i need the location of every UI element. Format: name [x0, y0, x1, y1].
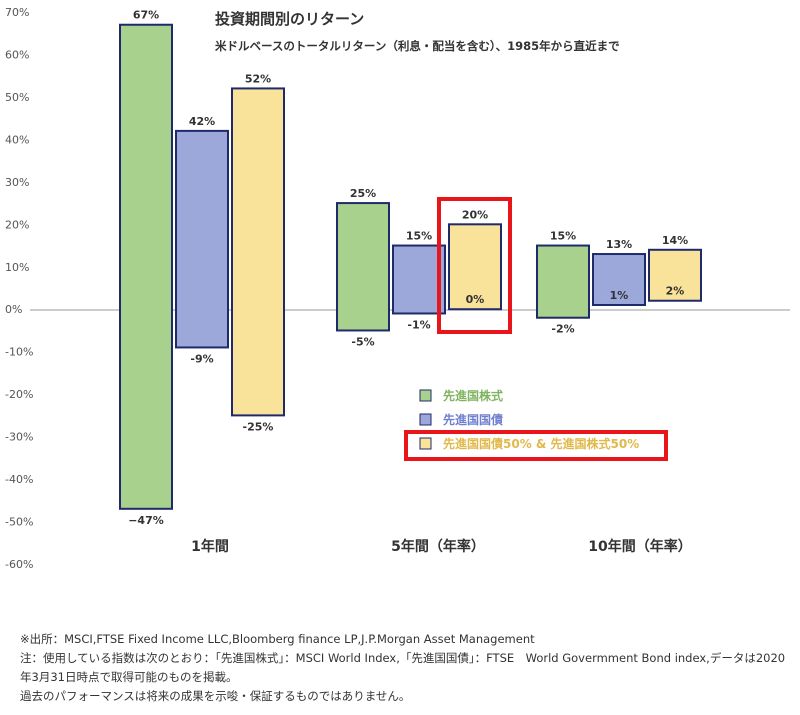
- y-tick-label: -30%: [5, 431, 33, 444]
- bar: [648, 248, 702, 302]
- bar-high-label: 20%: [462, 208, 488, 221]
- y-tick-label: 10%: [5, 261, 29, 274]
- bar-high-label: 52%: [245, 72, 271, 85]
- category-label: 10年間（年率）: [588, 538, 691, 555]
- y-tick-label: -20%: [5, 388, 33, 401]
- bar-low-label: -1%: [407, 318, 430, 331]
- legend-label: 先進国株式: [443, 388, 503, 403]
- bar-high-label: 15%: [550, 230, 576, 243]
- y-tick-label: 50%: [5, 91, 29, 104]
- bar-high-label: 42%: [189, 115, 215, 128]
- legend-label: 先進国国債50% & 先進国株式50%: [443, 436, 639, 451]
- bar-high-label: 13%: [606, 238, 632, 251]
- bar: [448, 223, 502, 311]
- y-tick-label: -60%: [5, 558, 33, 571]
- category-labels: 1年間 5年間（年率） 10年間（年率）: [191, 538, 692, 555]
- bar-low-label: −47%: [128, 514, 164, 527]
- legend-swatch: [419, 389, 432, 402]
- bar-high-label: 67%: [133, 9, 159, 22]
- highlight-box-legend-mix: [404, 430, 668, 461]
- bar-high-label: 25%: [350, 187, 376, 200]
- category-label: 1年間: [191, 538, 229, 555]
- bar-low-label: 2%: [666, 285, 685, 298]
- legend-swatch: [419, 437, 432, 450]
- highlight-box-5yr-mix: [437, 197, 512, 334]
- y-tick-label: -40%: [5, 473, 33, 486]
- bar-low-label: 0%: [466, 293, 485, 306]
- bar-low-label: 1%: [610, 289, 629, 302]
- y-tick-label: 30%: [5, 176, 29, 189]
- y-tick-label: 40%: [5, 133, 29, 146]
- y-tick-label: 60%: [5, 48, 29, 61]
- bar: [336, 202, 390, 332]
- legend-label: 先進国国債: [443, 412, 503, 427]
- y-tick-label: 0%: [5, 303, 22, 316]
- y-axis: 70% 60% 50% 40% 30% 20% 10% 0% -10% -20% -30% -40% -…: [5, 6, 33, 571]
- disclaimer-note: 過去のパフォーマンスは将来の成果を示唆・保証するものではありません。: [20, 689, 411, 703]
- chart-title: 投資期間別のリターン: [215, 10, 364, 28]
- bar: [119, 23, 173, 510]
- y-tick-label: -50%: [5, 516, 33, 529]
- bar: [231, 87, 285, 417]
- bar: [175, 129, 229, 349]
- bars: 67% −47% 25% -5% 15% -2% 42% -9% 15% -1% 13% 1% 52% -…: [119, 9, 702, 527]
- bar: [392, 244, 446, 315]
- bar-high-label: 14%: [662, 234, 688, 247]
- y-tick-label: 20%: [5, 218, 29, 231]
- y-tick-label: 70%: [5, 6, 29, 19]
- legend-swatch: [419, 413, 432, 426]
- source-note: ※出所：MSCI,FTSE Fixed Income LLC,Bloomberg…: [20, 632, 535, 646]
- returns-chart: 70% 60% 50% 40% 30% 20% 10% 0% -10% -20% -30% -40% -…: [5, 6, 790, 571]
- index-note: 注：使用している指数は次のとおり：「先進国株式」：MSCI World Inde…: [20, 651, 786, 684]
- footnotes: ※出所：MSCI,FTSE Fixed Income LLC,Bloomberg…: [20, 630, 790, 706]
- bar-low-label: -5%: [351, 335, 374, 348]
- bar-low-label: -25%: [243, 420, 274, 433]
- bar-low-label: -2%: [551, 323, 574, 336]
- bar: [536, 244, 590, 319]
- chart-subtitle: 米ドルベースのトータルリターン（利息・配当を含む）、1985年から直近まで: [214, 39, 620, 53]
- y-tick-label: -10%: [5, 346, 33, 359]
- bar: [592, 253, 646, 306]
- category-label: 5年間（年率）: [391, 538, 485, 555]
- bar-low-label: -9%: [190, 352, 213, 365]
- bar-high-label: 15%: [406, 230, 432, 243]
